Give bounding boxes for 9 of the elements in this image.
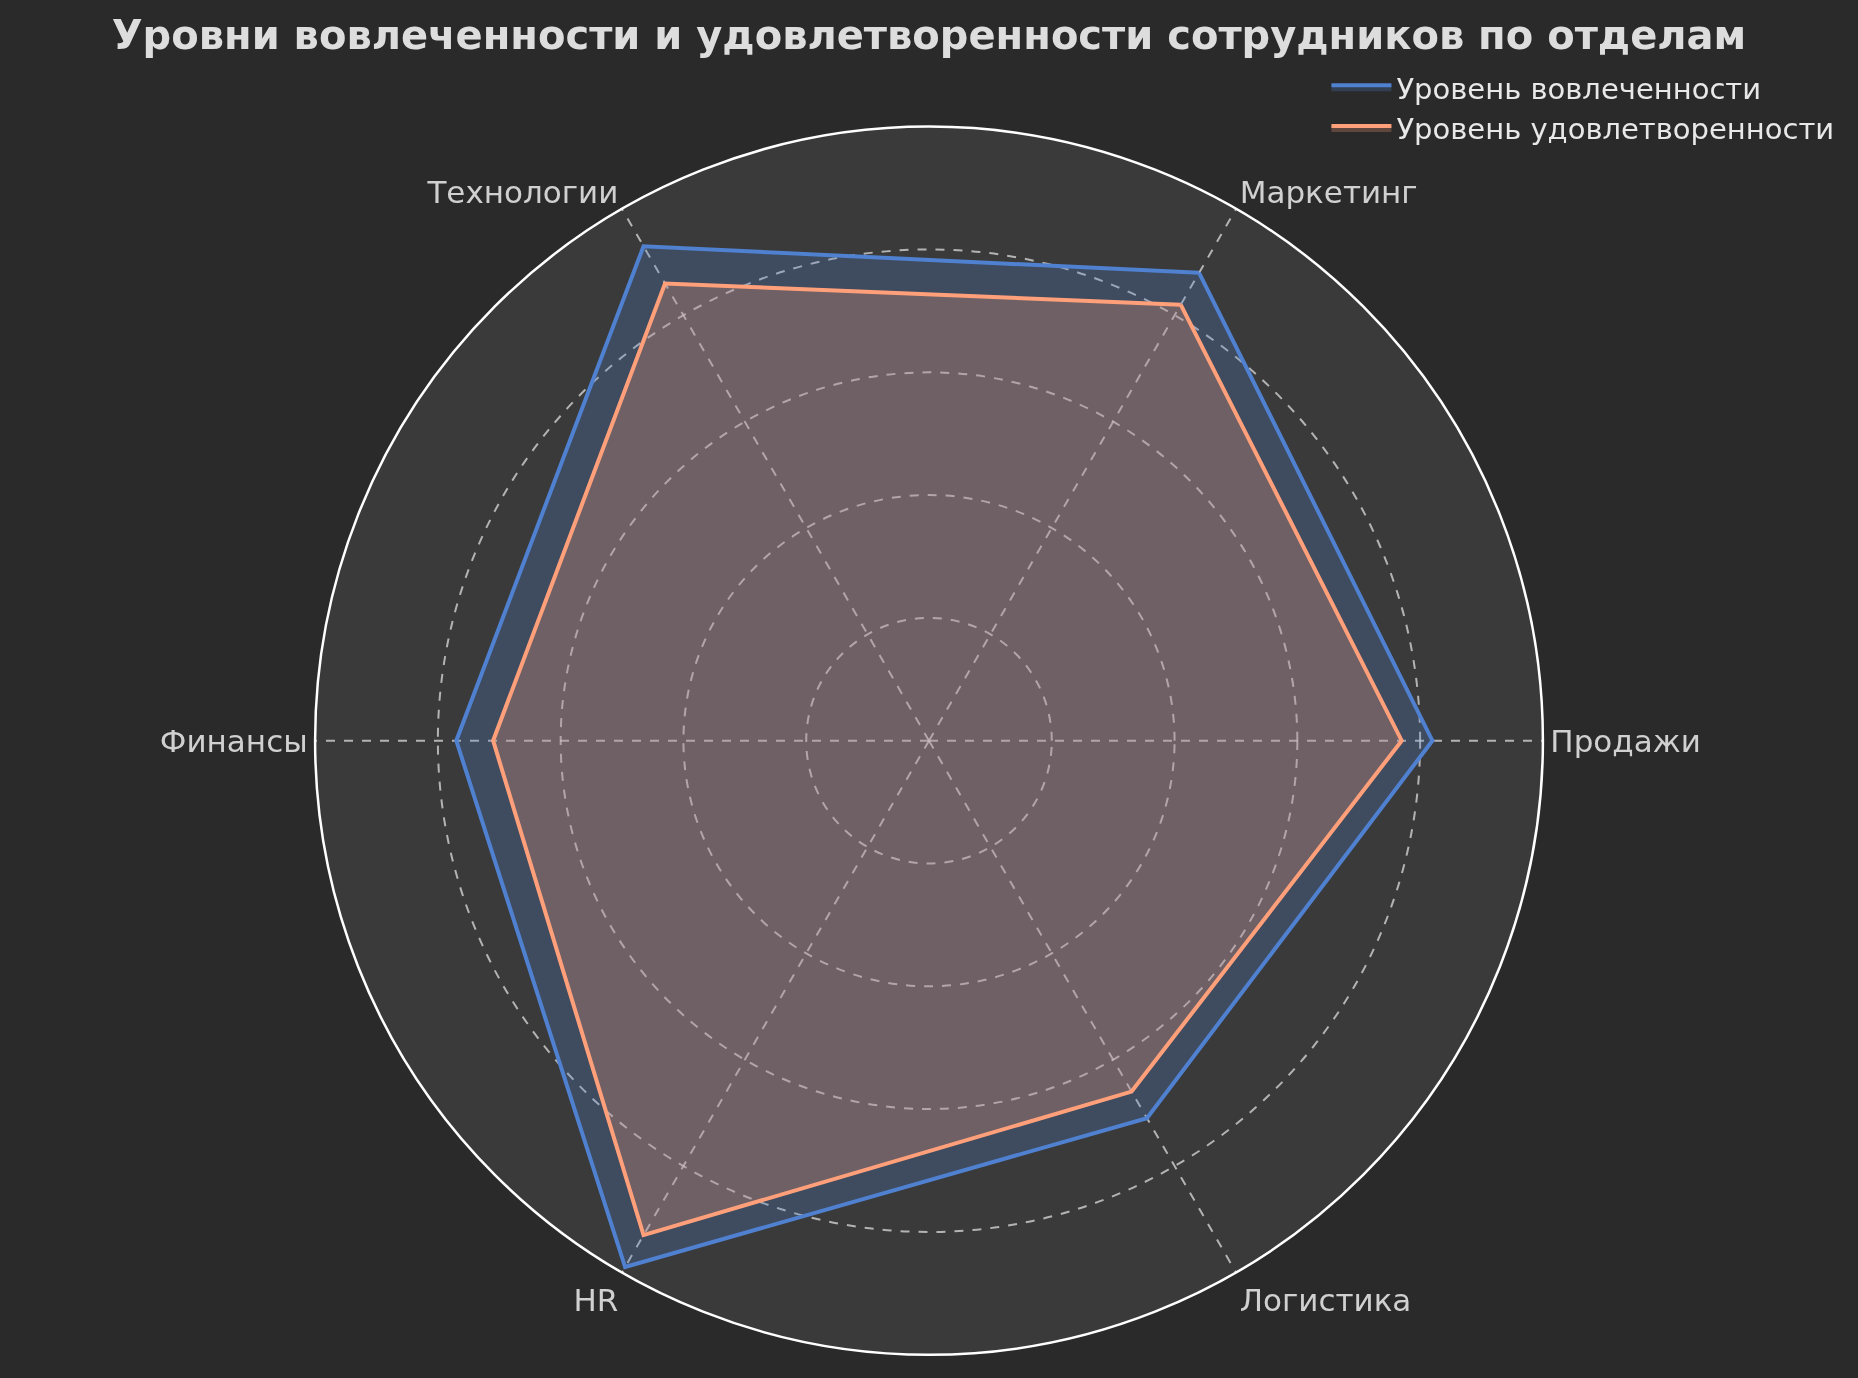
spoke-label: Логистика — [1239, 1282, 1412, 1319]
spoke-label: Продажи — [1550, 722, 1701, 759]
legend-label: Уровень удовлетворенности — [1396, 112, 1835, 147]
spoke-label: Технологии — [426, 173, 619, 210]
legend-label: Уровень вовлеченности — [1396, 71, 1762, 106]
chart-title: Уровни вовлеченности и удовлетворенности сотрудников по отделам — [111, 11, 1747, 58]
spoke-label: Маркетинг — [1239, 173, 1418, 210]
spoke-label: Финансы — [159, 722, 308, 759]
spoke-label: HR — [573, 1282, 619, 1319]
